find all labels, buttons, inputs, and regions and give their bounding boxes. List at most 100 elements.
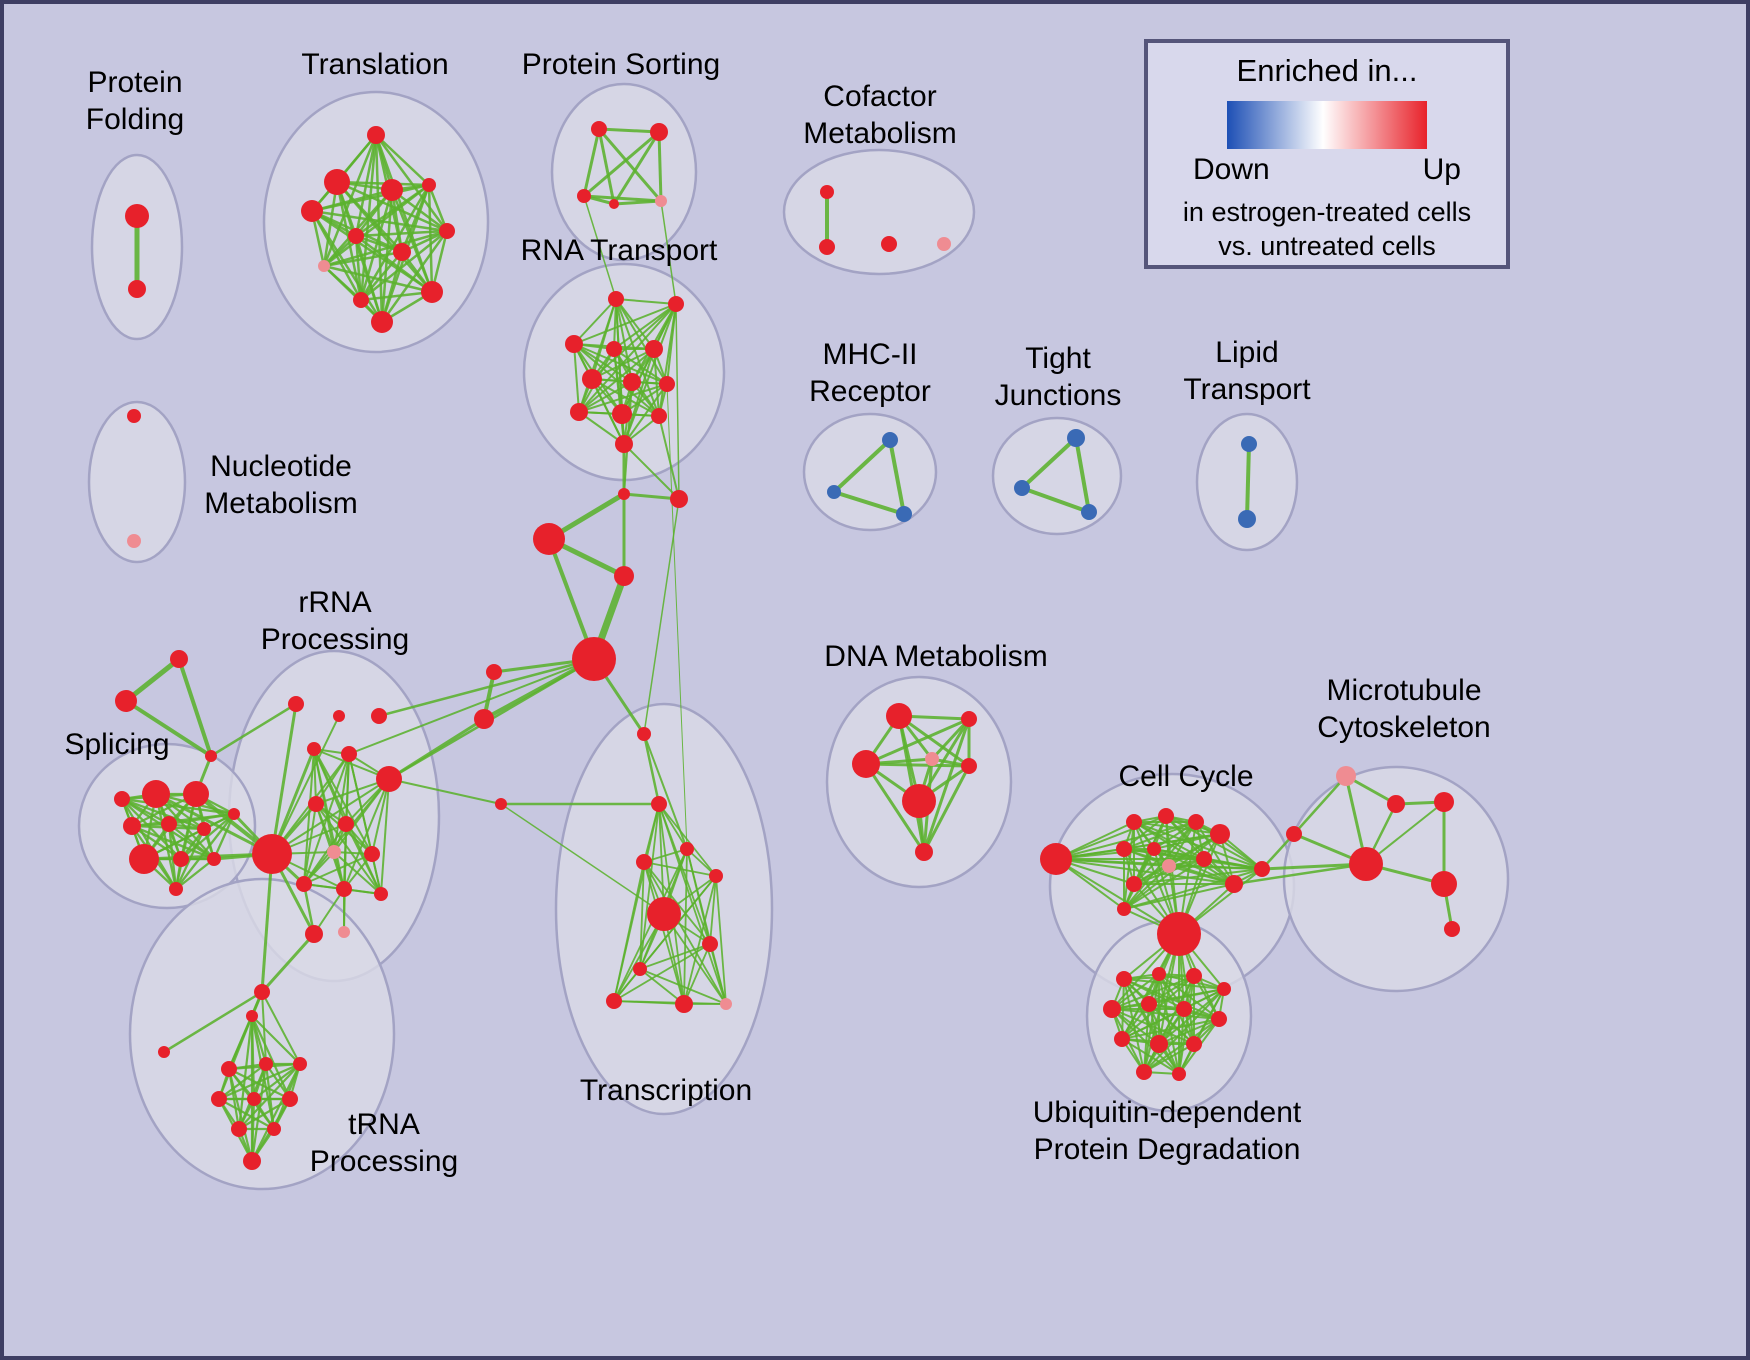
edge (642, 733, 661, 805)
edge (1143, 1018, 1220, 1073)
cluster-label-splicing: Splicing (64, 728, 170, 761)
node (247, 1092, 261, 1106)
node (207, 852, 221, 866)
edge (922, 765, 971, 853)
edge (336, 180, 430, 187)
node (1254, 861, 1270, 877)
edge (583, 194, 662, 203)
node (819, 239, 835, 255)
edge (313, 748, 373, 855)
edge (375, 134, 430, 186)
node (353, 292, 369, 308)
node (474, 709, 494, 729)
node (1349, 847, 1383, 881)
edge (251, 1063, 301, 1162)
edge (1111, 1008, 1160, 1045)
edge (623, 443, 680, 500)
edge (500, 803, 665, 915)
node (882, 432, 898, 448)
node (1387, 795, 1405, 813)
edge (121, 797, 205, 831)
node (1186, 968, 1202, 984)
node (307, 742, 321, 756)
node (161, 816, 177, 832)
node (371, 311, 393, 333)
edge (131, 824, 215, 861)
node (827, 485, 841, 499)
edge (1111, 975, 1195, 1010)
node (572, 637, 616, 681)
node (1186, 1036, 1202, 1052)
edge (613, 848, 688, 1002)
node (197, 822, 211, 836)
edge (1153, 821, 1197, 850)
node (937, 237, 951, 251)
edge (1123, 883, 1235, 910)
cluster-label-cofactor-metabolism: Cofactor Metabolism (803, 80, 957, 150)
edge (1133, 868, 1263, 885)
node (1067, 429, 1085, 447)
node (183, 781, 209, 807)
cluster-label-rna-transport: RNA Transport (520, 234, 718, 267)
node (1014, 480, 1030, 496)
legend-title: Enriched in... (1236, 53, 1418, 88)
node (623, 373, 641, 391)
edge (578, 411, 625, 445)
edge (613, 943, 711, 1002)
node (254, 984, 270, 1000)
edge (639, 861, 645, 970)
edge (143, 812, 235, 861)
node (231, 1121, 247, 1137)
node (376, 766, 402, 792)
edge (124, 657, 181, 703)
edge (888, 439, 906, 515)
edge (323, 189, 393, 267)
node (421, 281, 443, 303)
node (439, 223, 455, 239)
node (1150, 1035, 1168, 1053)
edge (1143, 933, 1180, 1073)
edge (1055, 858, 1180, 935)
edge (333, 753, 350, 853)
node (301, 200, 323, 222)
cluster-ellipse-nucleotide-metabolism (87, 400, 187, 564)
node (618, 488, 630, 500)
edge (1148, 1003, 1195, 1045)
edge (1143, 1043, 1195, 1073)
edge (639, 968, 727, 1005)
node (336, 881, 352, 897)
node (896, 506, 912, 522)
legend-up-label: Up (1422, 153, 1461, 186)
node (252, 834, 292, 874)
node (169, 882, 183, 896)
node (1040, 843, 1072, 875)
node (1147, 842, 1161, 856)
legend-ends-row: Down Up (1193, 153, 1461, 187)
node (127, 534, 141, 548)
node (820, 185, 834, 199)
edge (1233, 862, 1367, 886)
edge (1111, 1008, 1195, 1045)
edge (180, 813, 235, 860)
edge (124, 699, 213, 758)
node (1116, 971, 1132, 987)
node (267, 1122, 281, 1136)
edge (922, 718, 971, 853)
edge (683, 943, 711, 1005)
edge (930, 717, 971, 761)
edge (1055, 858, 1235, 885)
edge (623, 383, 668, 445)
edge (1133, 821, 1263, 870)
node (577, 189, 591, 203)
node (422, 178, 436, 192)
edge (227, 991, 264, 1070)
edge (660, 200, 677, 305)
edge (612, 131, 661, 205)
cluster-label-protein-sorting: Protein Sorting (521, 48, 721, 81)
node (606, 341, 622, 357)
node (158, 1046, 170, 1058)
node (259, 1057, 273, 1071)
node (305, 925, 323, 943)
edge (709, 875, 717, 945)
edge (1121, 1008, 1185, 1040)
